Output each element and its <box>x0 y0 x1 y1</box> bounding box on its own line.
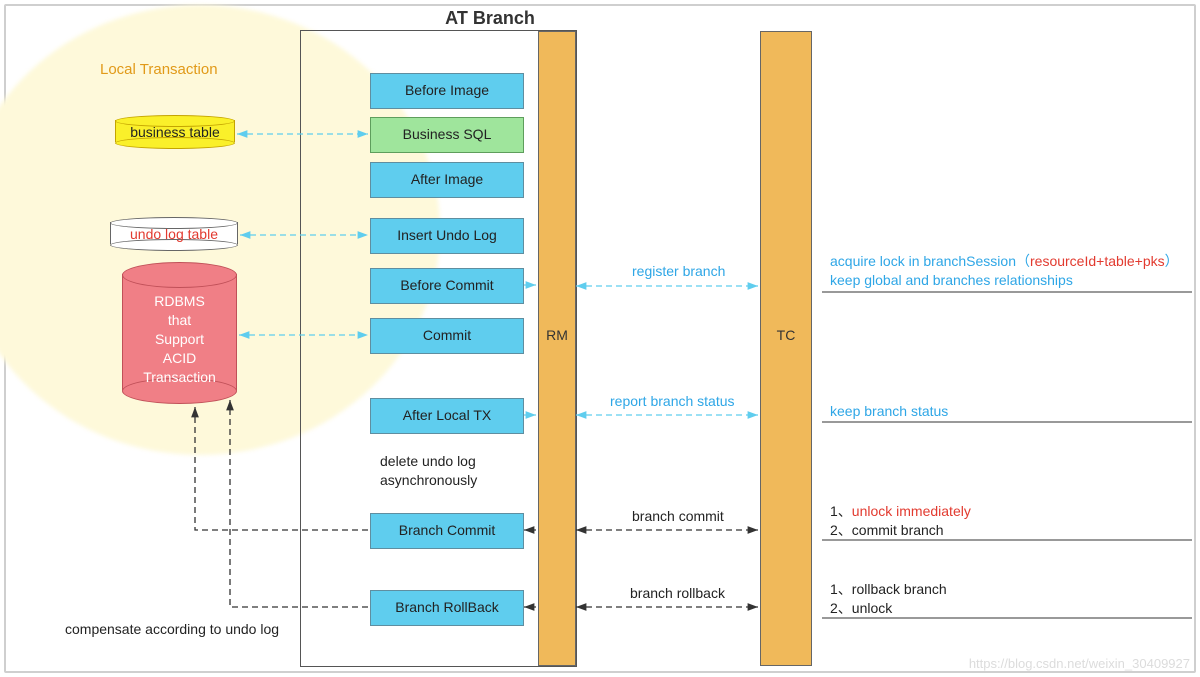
delete-undo-line2: asynchronously <box>380 472 477 488</box>
note-segment: 1、 <box>830 503 852 519</box>
step-commit: Commit <box>370 318 524 354</box>
compensate-label: compensate according to undo log <box>65 620 279 639</box>
note-segment: keep branch status <box>830 403 948 419</box>
tc-label: TC <box>777 327 796 343</box>
right-note-0: acquire lock in branchSession（resourceId… <box>830 252 1195 290</box>
step-before_image: Before Image <box>370 73 524 109</box>
watermark: https://blog.csdn.net/weixin_30409927 <box>969 656 1190 671</box>
delete-undo-line1: delete undo log <box>380 453 476 469</box>
rm-lifeline: RM <box>538 31 576 666</box>
note-segment: ） <box>1165 253 1179 269</box>
right-note-1: keep branch status <box>830 402 1195 421</box>
note-segment: 1、rollback branch <box>830 581 947 597</box>
right-note-line: keep branch status <box>830 402 1195 421</box>
step-after_image: After Image <box>370 162 524 198</box>
step-before_commit: Before Commit <box>370 268 524 304</box>
rdbms-label: RDBMS that Support ACID Transaction <box>122 292 237 386</box>
right-note-line: keep global and branches relationships <box>830 271 1195 290</box>
rdbms-line: ACID <box>163 350 196 366</box>
rdbms-line: Transaction <box>143 369 216 385</box>
note-segment: 2、commit branch <box>830 522 944 538</box>
delete-undo-log-text: delete undo log asynchronously <box>380 452 477 490</box>
note-segment: acquire lock in branchSession（ <box>830 253 1030 269</box>
right-note-line: 1、rollback branch <box>830 580 1195 599</box>
step-after_local_tx: After Local TX <box>370 398 524 434</box>
right-note-line: 2、commit branch <box>830 521 1195 540</box>
rm-label: RM <box>546 327 568 343</box>
right-note-line: 2、unlock <box>830 599 1195 618</box>
step-branch_rollback: Branch RollBack <box>370 590 524 626</box>
diagram-canvas: AT Branch Local Transaction RM TC Before… <box>0 0 1200 677</box>
right-note-line: acquire lock in branchSession（resourceId… <box>830 252 1195 271</box>
step-branch_commit: Branch Commit <box>370 513 524 549</box>
business-table-label: business table <box>115 123 235 142</box>
right-note-3: 1、rollback branch 2、unlock <box>830 580 1195 618</box>
rdbms-line: RDBMS <box>154 293 205 309</box>
note-segment: 2、unlock <box>830 600 892 616</box>
step-business_sql: Business SQL <box>370 117 524 153</box>
undo-log-table-label: undo log table <box>110 225 238 244</box>
rdbms-line: that <box>168 312 191 328</box>
rdbms-line: Support <box>155 331 204 347</box>
business-table: business table <box>115 120 235 142</box>
tc-lifeline: TC <box>760 31 812 666</box>
step-insert_undo: Insert Undo Log <box>370 218 524 254</box>
note-segment: resourceId+table+pks <box>1030 253 1165 269</box>
diagram-title: AT Branch <box>400 8 580 29</box>
local-transaction-label: Local Transaction <box>100 60 218 80</box>
undo-log-table: undo log table <box>110 222 238 244</box>
note-segment: keep global and branches relationships <box>830 272 1073 288</box>
note-segment: unlock immediately <box>852 503 971 519</box>
right-note-2: 1、unlock immediately2、commit branch <box>830 502 1195 540</box>
right-note-line: 1、unlock immediately <box>830 502 1195 521</box>
rdbms-cylinder: RDBMS that Support ACID Transaction <box>122 262 237 402</box>
